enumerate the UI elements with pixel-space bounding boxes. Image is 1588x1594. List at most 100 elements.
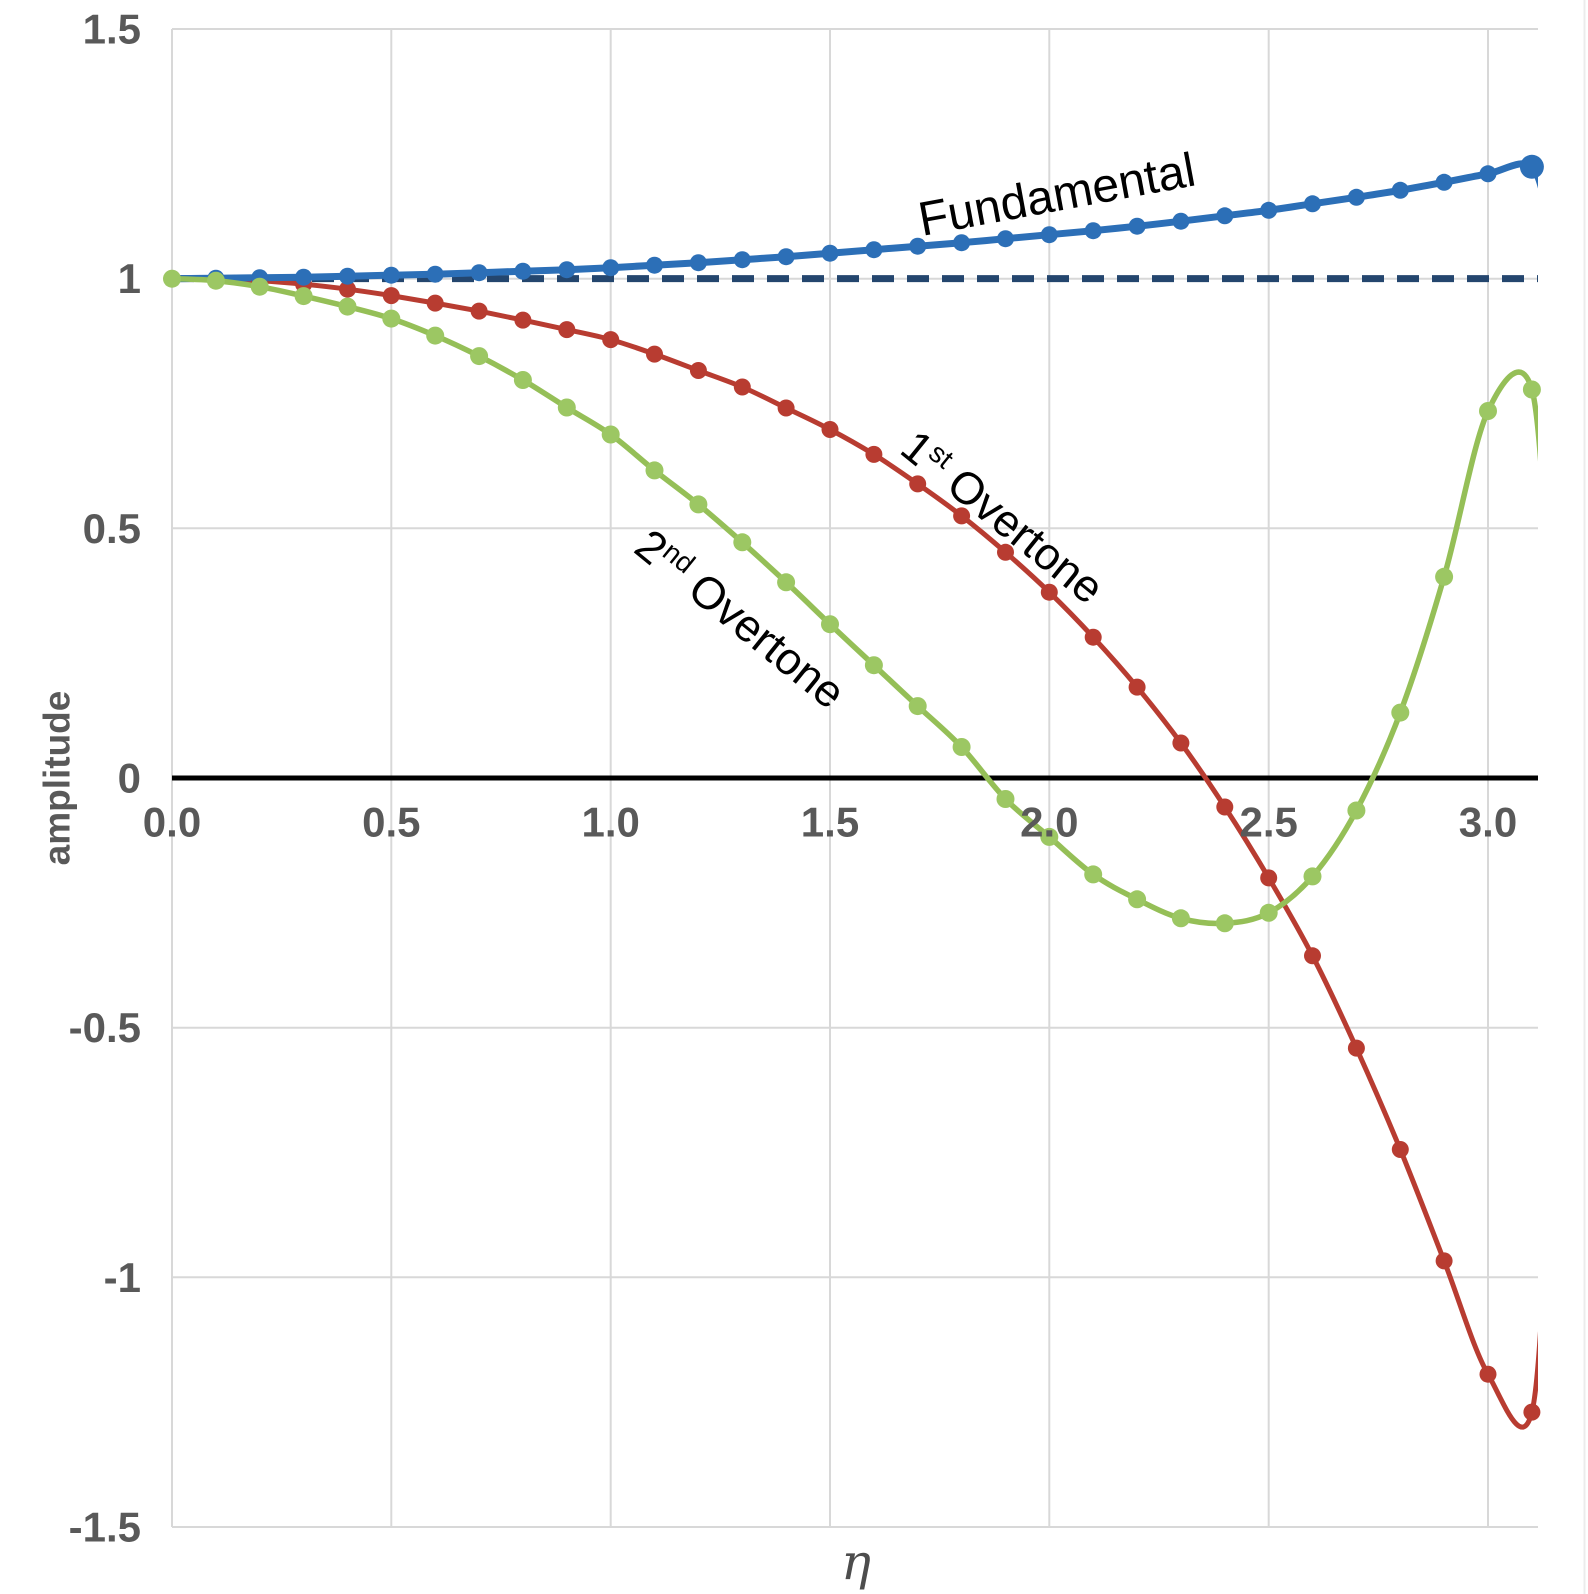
first-overtone-marker [1040, 583, 1058, 601]
second-overtone-marker [1522, 380, 1541, 399]
fundamental-marker [602, 259, 620, 277]
second-overtone-marker [1259, 903, 1278, 922]
fundamental-marker [1260, 201, 1278, 219]
x-tick-label: 2.5 [1240, 799, 1298, 846]
fundamental-marker [646, 256, 663, 274]
plot-lines [172, 160, 1538, 1430]
second-overtone-marker [1171, 909, 1190, 928]
second-overtone-marker [1040, 827, 1059, 846]
first-overtone-marker [689, 362, 707, 379]
fundamental-marker [821, 244, 839, 262]
second-overtone-marker [733, 533, 752, 552]
fundamental-marker [953, 234, 971, 252]
second-overtone-marker [513, 371, 532, 389]
x-tick-label: 1.0 [582, 799, 640, 846]
second-overtone-marker [557, 398, 576, 417]
y-tick-label: -0.5 [69, 1004, 141, 1051]
fundamental-marker [909, 237, 927, 255]
first-overtone-marker [1479, 1365, 1497, 1383]
fundamental-marker [1435, 173, 1453, 191]
second-overtone-marker [821, 615, 839, 634]
first-overtone-marker [1260, 869, 1278, 887]
second-overtone-marker [1084, 865, 1103, 884]
first-overtone-marker [1084, 628, 1102, 646]
fundamental-marker [426, 265, 444, 283]
fundamental-marker [1347, 188, 1365, 206]
x-tick-label: 0.5 [362, 799, 420, 846]
second-overtone-marker [163, 269, 181, 288]
fundamental-marker [1128, 217, 1146, 235]
y-tick-label: -1.5 [69, 1504, 141, 1551]
fundamental-marker [1216, 207, 1234, 225]
first-overtone-marker [777, 399, 795, 417]
first-overtone-curve [172, 276, 1538, 1430]
x-tick-label: 0.0 [143, 799, 201, 846]
fundamental-marker [997, 230, 1014, 248]
first-overtone-marker [1523, 1403, 1541, 1421]
axis-tick-labels: 1.5 1 0.5 0 -0.5 -1 -1.5 0.0 0.5 1.0 1.5 2.0 2.5 3.0 [69, 6, 1518, 1551]
second-overtone-marker [1347, 801, 1366, 820]
y-tick-label: -1 [104, 1254, 141, 1301]
first-overtone-marker [1391, 1141, 1409, 1158]
first-overtone-marker [1435, 1252, 1453, 1270]
fundamental-marker [1519, 154, 1544, 179]
second-overtone-marker [382, 309, 401, 328]
first-overtone-marker [646, 345, 663, 363]
fundamental-marker [689, 254, 707, 272]
second-overtone-marker [426, 326, 445, 345]
y-axis-title: amplitude [37, 691, 78, 866]
first-overtone-marker [602, 331, 620, 349]
second-overtone-marker [1391, 703, 1410, 722]
second-overtone-marker [952, 738, 971, 756]
first-overtone-marker [514, 311, 532, 329]
first-overtone-marker [865, 445, 883, 463]
second-overtone-marker [1435, 567, 1454, 586]
first-overtone-marker [733, 378, 751, 396]
fundamental-marker [777, 248, 795, 266]
first-overtone-marker [953, 507, 971, 525]
first-overtone-marker [1304, 947, 1321, 965]
fundamental-marker [339, 267, 356, 285]
fundamental-marker [1304, 195, 1321, 213]
fundamental-marker [295, 268, 313, 286]
first-overtone-marker [1216, 798, 1234, 816]
fundamental-marker [1040, 226, 1058, 244]
y-tick-label: 0 [118, 755, 141, 802]
second-overtone-marker [645, 461, 664, 480]
first-overtone-marker [821, 421, 839, 438]
first-overtone-marker [339, 280, 356, 298]
second-overtone-marker [777, 573, 796, 592]
second-overtone-marker [908, 697, 927, 716]
first-overtone-marker [426, 294, 444, 312]
y-tick-label: 1.5 [83, 6, 141, 53]
fundamental-marker [865, 241, 883, 259]
fundamental-marker [1391, 181, 1409, 199]
second-overtone-marker [1479, 402, 1497, 420]
second-overtone-marker [601, 425, 620, 444]
second-overtone-marker [1215, 914, 1234, 933]
first-overtone-label: 1st Overtone [892, 420, 1114, 613]
first-overtone-marker [558, 321, 576, 339]
x-tick-label: 1.5 [801, 799, 859, 846]
first-overtone-marker [470, 302, 488, 320]
second-overtone-marker [206, 271, 225, 290]
x-tick-label: 3.0 [1459, 799, 1517, 846]
fundamental-marker [733, 251, 751, 269]
second-overtone-marker [1303, 867, 1322, 886]
second-overtone-marker [864, 656, 883, 675]
first-overtone-marker [1347, 1039, 1365, 1057]
second-overtone-marker [996, 790, 1015, 808]
x-axis-title: η [841, 1533, 871, 1591]
second-overtone-marker [689, 495, 708, 514]
y-tick-label: 1 [118, 255, 141, 302]
first-overtone-marker [1172, 734, 1190, 752]
series-markers [163, 154, 1544, 1421]
first-overtone-marker [909, 475, 927, 493]
x-tick-label: 2.0 [1020, 799, 1078, 846]
y-tick-label: 0.5 [83, 505, 141, 552]
fundamental-marker [558, 261, 576, 279]
fundamental-curve [172, 160, 1538, 283]
fundamental-marker [382, 266, 400, 284]
